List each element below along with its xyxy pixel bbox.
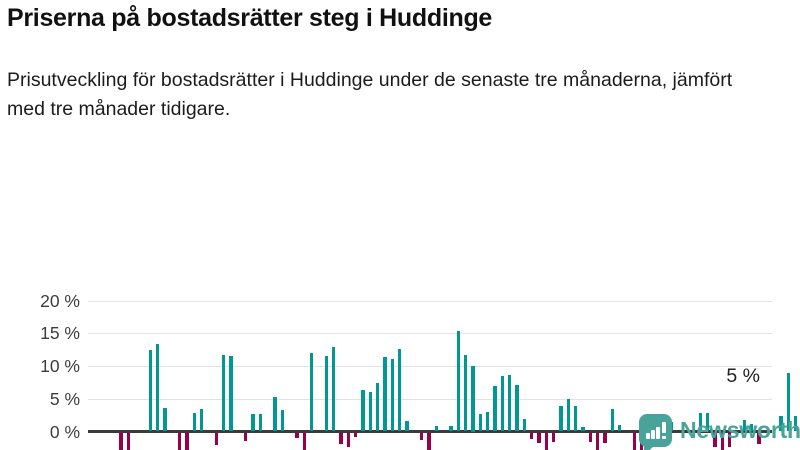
bar <box>339 432 343 444</box>
bar <box>478 414 482 432</box>
bar <box>244 432 248 441</box>
bar <box>779 415 783 432</box>
exclamation-dot-icon <box>662 435 666 439</box>
bar <box>368 392 372 432</box>
bar <box>398 348 402 432</box>
bar <box>713 432 717 447</box>
brand-name: Newsworthy <box>680 417 800 443</box>
zero-line <box>88 430 772 433</box>
y-axis-label: 0 % <box>49 421 80 442</box>
plot-area <box>88 290 798 450</box>
bar <box>603 432 607 444</box>
gridline <box>88 333 772 335</box>
bar <box>566 399 570 432</box>
last-value-annotation: 5 % <box>726 365 760 387</box>
bar <box>119 432 123 450</box>
speech-bubble-tail-icon <box>644 446 654 450</box>
bar <box>332 347 336 432</box>
gridline <box>88 366 772 367</box>
bar <box>537 432 541 444</box>
bar <box>361 390 365 432</box>
bar <box>383 357 387 432</box>
gridline <box>88 300 772 302</box>
bar <box>698 413 702 432</box>
bar <box>163 407 167 432</box>
bar <box>420 432 424 440</box>
bar <box>610 408 614 432</box>
subtitle: Prisutveckling för bostadsrätter i Huddi… <box>7 69 733 121</box>
bar <box>156 343 160 432</box>
bar <box>148 350 152 432</box>
bar <box>185 432 189 450</box>
bar <box>200 408 204 432</box>
bar <box>324 356 328 432</box>
bar <box>728 432 732 448</box>
bar <box>376 383 380 432</box>
page-title: Priserna på bostadsrätter steg i Hudding… <box>7 4 493 32</box>
mini-bar-icon <box>651 430 655 439</box>
bar <box>449 426 453 432</box>
bar <box>434 425 438 432</box>
bar <box>530 432 534 440</box>
gridline <box>88 398 772 400</box>
bar <box>786 373 790 432</box>
bar <box>258 413 262 432</box>
bar <box>295 432 299 439</box>
bar <box>354 432 358 437</box>
bar <box>486 411 490 432</box>
bar <box>544 432 548 450</box>
newsworthy-logo[interactable]: Newsworthy <box>639 414 800 450</box>
bar <box>757 432 761 444</box>
bar <box>273 397 277 432</box>
bar <box>346 432 350 447</box>
y-axis-label: 15 % <box>40 323 80 344</box>
bar <box>618 424 622 432</box>
bar <box>559 405 563 432</box>
exclamation-line-icon <box>662 422 666 433</box>
bar <box>706 412 710 432</box>
bar <box>515 384 519 432</box>
y-axis-label: 5 % <box>49 388 80 409</box>
bar <box>214 432 218 446</box>
bar <box>750 423 754 432</box>
bar <box>390 359 394 432</box>
y-axis-label: 10 % <box>40 356 80 376</box>
bar <box>471 366 475 432</box>
bar <box>596 432 600 450</box>
bar <box>464 354 468 432</box>
bar <box>574 405 578 432</box>
bar <box>222 354 226 432</box>
mini-bar-icon <box>656 427 660 439</box>
bar <box>310 352 314 432</box>
bar <box>720 432 724 450</box>
bar <box>192 413 196 432</box>
bar <box>178 432 182 450</box>
bar <box>632 432 636 450</box>
bar <box>229 356 233 432</box>
bar <box>588 432 592 442</box>
bar <box>522 419 526 432</box>
bar <box>427 432 431 450</box>
newsworthy-icon <box>639 414 672 450</box>
bar <box>794 415 798 432</box>
bar <box>500 376 504 432</box>
bar <box>742 420 746 432</box>
y-axis-label: 20 % <box>40 290 80 311</box>
bar <box>126 432 130 450</box>
price-change-bar-chart: 20 %15 %10 %5 %0 %−5 %−10 % 201220142016… <box>0 140 800 450</box>
bar <box>456 330 460 432</box>
bar <box>581 426 585 432</box>
bar <box>251 413 255 432</box>
bar <box>552 432 556 442</box>
bar <box>302 432 306 450</box>
bar <box>493 385 497 432</box>
bar <box>280 409 284 432</box>
bar <box>508 374 512 432</box>
bar <box>405 421 409 432</box>
mini-bar-icon <box>646 433 650 439</box>
